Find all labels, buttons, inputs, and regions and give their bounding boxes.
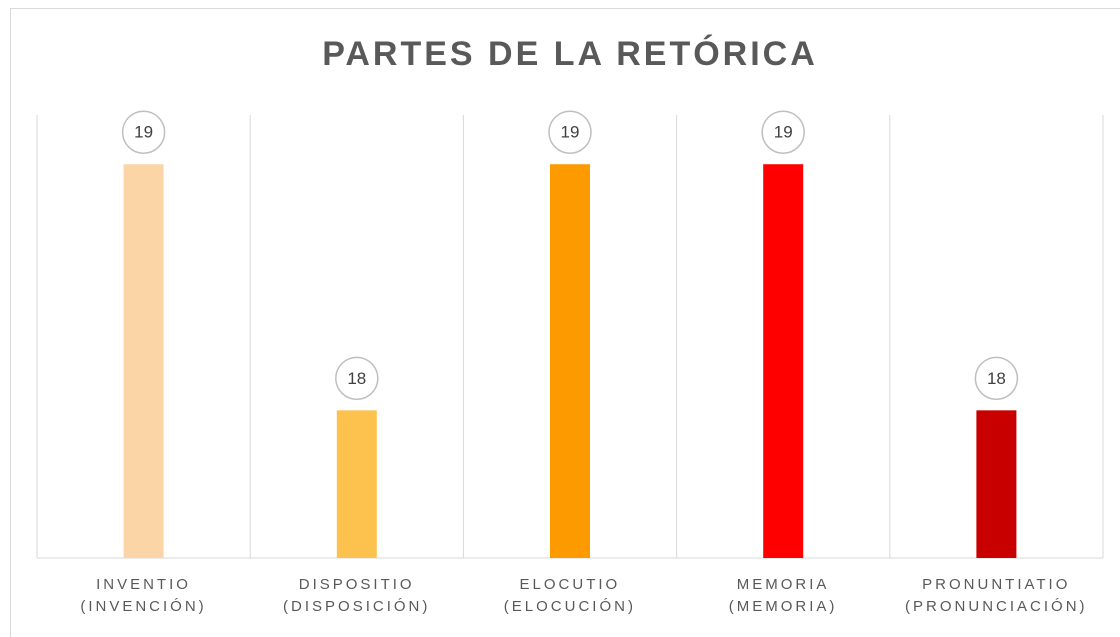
value-label-bubble — [974, 356, 1019, 401]
value-label: 18 — [987, 369, 1006, 388]
x-tick-label: INVENTIO (INVENCIÓN) — [80, 576, 207, 615]
bar — [976, 410, 1017, 558]
x-tick-label: ELOCUTIO (ELOCUCIÓN) — [503, 576, 636, 615]
value-label: 19 — [134, 123, 153, 142]
value-label-bubble — [548, 110, 592, 154]
x-tick-label: PRONUNTIATIO (PRONUNCIACIÓN) — [905, 576, 1088, 615]
chart-frame — [10, 8, 1120, 637]
bar — [123, 164, 164, 558]
bar — [336, 410, 377, 558]
value-label: 19 — [774, 123, 793, 142]
value-label: 19 — [561, 123, 580, 142]
chart-title: PARTES DE LA RETÓRICA — [322, 35, 818, 73]
value-label-bubble — [335, 356, 379, 401]
x-tick-label: DISPOSITIO (DISPOSICIÓN) — [283, 576, 431, 615]
x-tick-label: MEMORIA (MEMORIA) — [728, 576, 838, 615]
bar — [763, 164, 804, 558]
value-label-bubble — [121, 110, 166, 154]
value-label-bubble — [761, 110, 805, 154]
bar — [550, 164, 590, 558]
value-label: 18 — [347, 369, 366, 388]
